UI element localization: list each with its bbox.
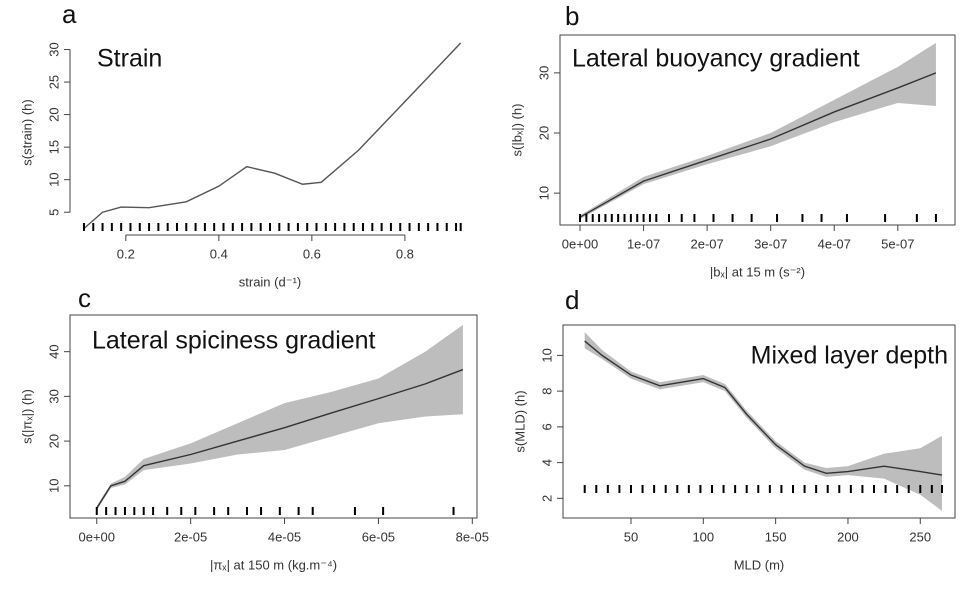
fit-line xyxy=(96,368,464,509)
y-tick-label: 10 xyxy=(46,479,61,493)
x-tick-label: 1e-07 xyxy=(627,236,660,251)
x-tick-label: 0.6 xyxy=(303,246,321,261)
x-tick-label: 8e-05 xyxy=(456,529,489,544)
y-tick-label: 20 xyxy=(46,434,61,448)
y-tick-label: 10 xyxy=(536,186,551,200)
x-tick-label: 100 xyxy=(692,529,714,544)
x-tick-label: 2e-05 xyxy=(174,529,207,544)
y-tick-label: 30 xyxy=(46,389,61,403)
x-axis-label: |πₓ| at 150 m (kg.m⁻⁴) xyxy=(210,557,337,572)
panel-title: Strain xyxy=(97,45,162,73)
x-tick-label: 0.8 xyxy=(396,246,414,261)
panel-title: Lateral spiciness gradient xyxy=(92,327,376,355)
y-axis-label: s(|πₓ|) (h) xyxy=(19,389,34,444)
y-axis-label: s(|bₓ|) (h) xyxy=(509,104,524,157)
y-tick-label: 8 xyxy=(539,388,554,395)
y-tick-label: 10 xyxy=(539,348,554,362)
x-axis-label: MLD (m) xyxy=(734,557,785,572)
fit-line xyxy=(584,340,943,476)
y-tick-label: 20 xyxy=(536,126,551,140)
x-tick-label: 5e-07 xyxy=(881,236,914,251)
y-tick-label: 20 xyxy=(46,107,61,121)
x-tick-label: 2e-07 xyxy=(691,236,724,251)
x-tick-label: 4e-07 xyxy=(818,236,851,251)
panel-label: b xyxy=(565,1,579,31)
y-tick-label: 6 xyxy=(539,423,554,430)
x-tick-label: 200 xyxy=(837,529,859,544)
y-axis-label: s(MLD) (h) xyxy=(512,390,527,452)
y-tick-label: 4 xyxy=(539,459,554,466)
confidence-band xyxy=(96,324,463,511)
x-tick-label: 6e-05 xyxy=(362,529,395,544)
y-tick-label: 30 xyxy=(536,66,551,80)
y-tick-label: 2 xyxy=(539,495,554,502)
panel-label: c xyxy=(78,283,91,313)
x-tick-label: 250 xyxy=(909,529,931,544)
fit-line xyxy=(579,72,937,218)
y-tick-label: 15 xyxy=(46,140,61,154)
x-tick-label: 0e+00 xyxy=(562,236,599,251)
x-tick-label: 50 xyxy=(624,529,638,544)
x-axis-label: strain (d⁻¹) xyxy=(239,274,301,289)
x-tick-label: 150 xyxy=(765,529,787,544)
y-tick-label: 30 xyxy=(46,42,61,56)
y-tick-label: 25 xyxy=(46,75,61,89)
y-tick-label: 5 xyxy=(46,209,61,216)
panel-title: Lateral buoyancy gradient xyxy=(572,45,860,73)
x-tick-label: 4e-05 xyxy=(268,529,301,544)
x-tick-label: 0.4 xyxy=(210,246,228,261)
panel-label: d xyxy=(565,285,579,315)
y-tick-label: 10 xyxy=(46,172,61,186)
x-axis-label: |bₓ| at 15 m (s⁻²) xyxy=(710,264,805,279)
panel-label: a xyxy=(62,0,77,29)
x-tick-label: 3e-07 xyxy=(754,236,787,251)
y-axis-label: s(strain) (h) xyxy=(19,99,34,165)
confidence-band xyxy=(580,42,936,219)
fit-line xyxy=(83,42,462,230)
x-tick-label: 0e+00 xyxy=(78,529,115,544)
confidence-band xyxy=(584,332,942,511)
x-tick-label: 0.2 xyxy=(117,246,135,261)
panel-title: Mixed layer depth xyxy=(751,342,948,370)
y-tick-label: 40 xyxy=(46,344,61,358)
